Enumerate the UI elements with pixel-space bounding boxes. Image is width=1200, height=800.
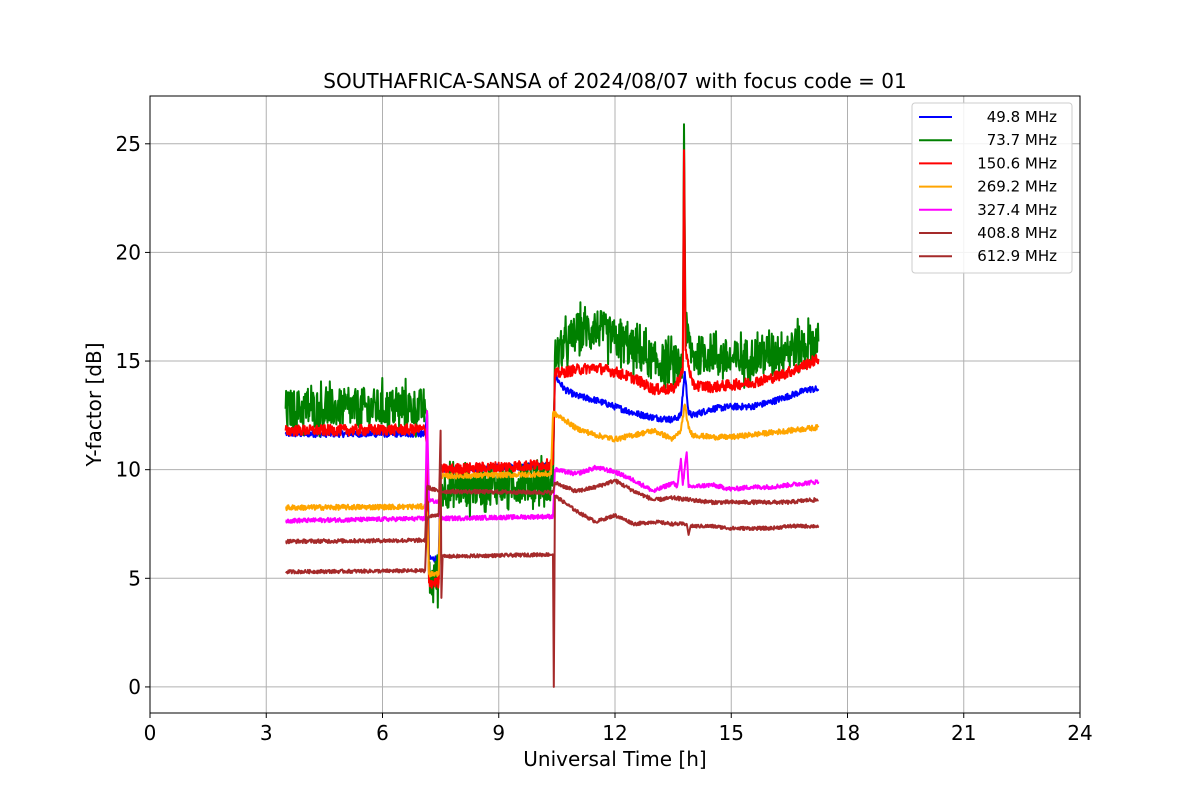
legend-label: 73.7 MHz bbox=[987, 131, 1057, 149]
legend: 49.8 MHz 73.7 MHz 150.6 MHz 269.2 MHz 327.4 … bbox=[911, 102, 1073, 274]
series-line bbox=[285, 403, 820, 578]
y-tick-label: 20 bbox=[116, 240, 141, 264]
legend-label: 269.2 MHz bbox=[977, 178, 1057, 196]
legend-label: 612.9 MHz bbox=[977, 247, 1057, 265]
legend-label: 327.4 MHz bbox=[977, 201, 1057, 219]
y-tick-label: 5 bbox=[128, 566, 141, 590]
chart-title: SOUTHAFRICA-SANSA of 2024/08/07 with foc… bbox=[323, 69, 907, 93]
y-axis: 0 5 10 15 20 25 bbox=[116, 132, 150, 699]
x-tick-label: 6 bbox=[376, 721, 389, 745]
x-axis: 0 3 6 9 12 15 18 21 24 bbox=[144, 713, 1093, 745]
series-line bbox=[285, 478, 819, 545]
series-line bbox=[285, 429, 820, 688]
x-tick-label: 9 bbox=[492, 721, 505, 745]
x-tick-label: 12 bbox=[602, 721, 627, 745]
legend-label: 150.6 MHz bbox=[977, 154, 1057, 172]
x-tick-label: 21 bbox=[951, 721, 976, 745]
x-tick-label: 24 bbox=[1067, 721, 1092, 745]
series-line bbox=[284, 149, 820, 589]
series-group bbox=[284, 123, 820, 688]
legend-label: 408.8 MHz bbox=[977, 224, 1057, 242]
x-tick-label: 3 bbox=[260, 721, 273, 745]
x-axis-label: Universal Time [h] bbox=[523, 747, 706, 771]
legend-label: 49.8 MHz bbox=[987, 108, 1057, 126]
x-tick-label: 0 bbox=[144, 721, 157, 745]
series-line bbox=[284, 123, 820, 609]
series-line bbox=[285, 410, 820, 524]
y-tick-label: 0 bbox=[128, 675, 141, 699]
legend-box bbox=[911, 102, 1073, 274]
y-tick-label: 15 bbox=[116, 349, 141, 373]
y-tick-label: 10 bbox=[116, 458, 141, 482]
x-tick-label: 15 bbox=[719, 721, 744, 745]
x-tick-label: 18 bbox=[835, 721, 860, 745]
y-axis-label: Y-factor [dB] bbox=[82, 342, 106, 467]
y-tick-label: 25 bbox=[116, 132, 141, 156]
